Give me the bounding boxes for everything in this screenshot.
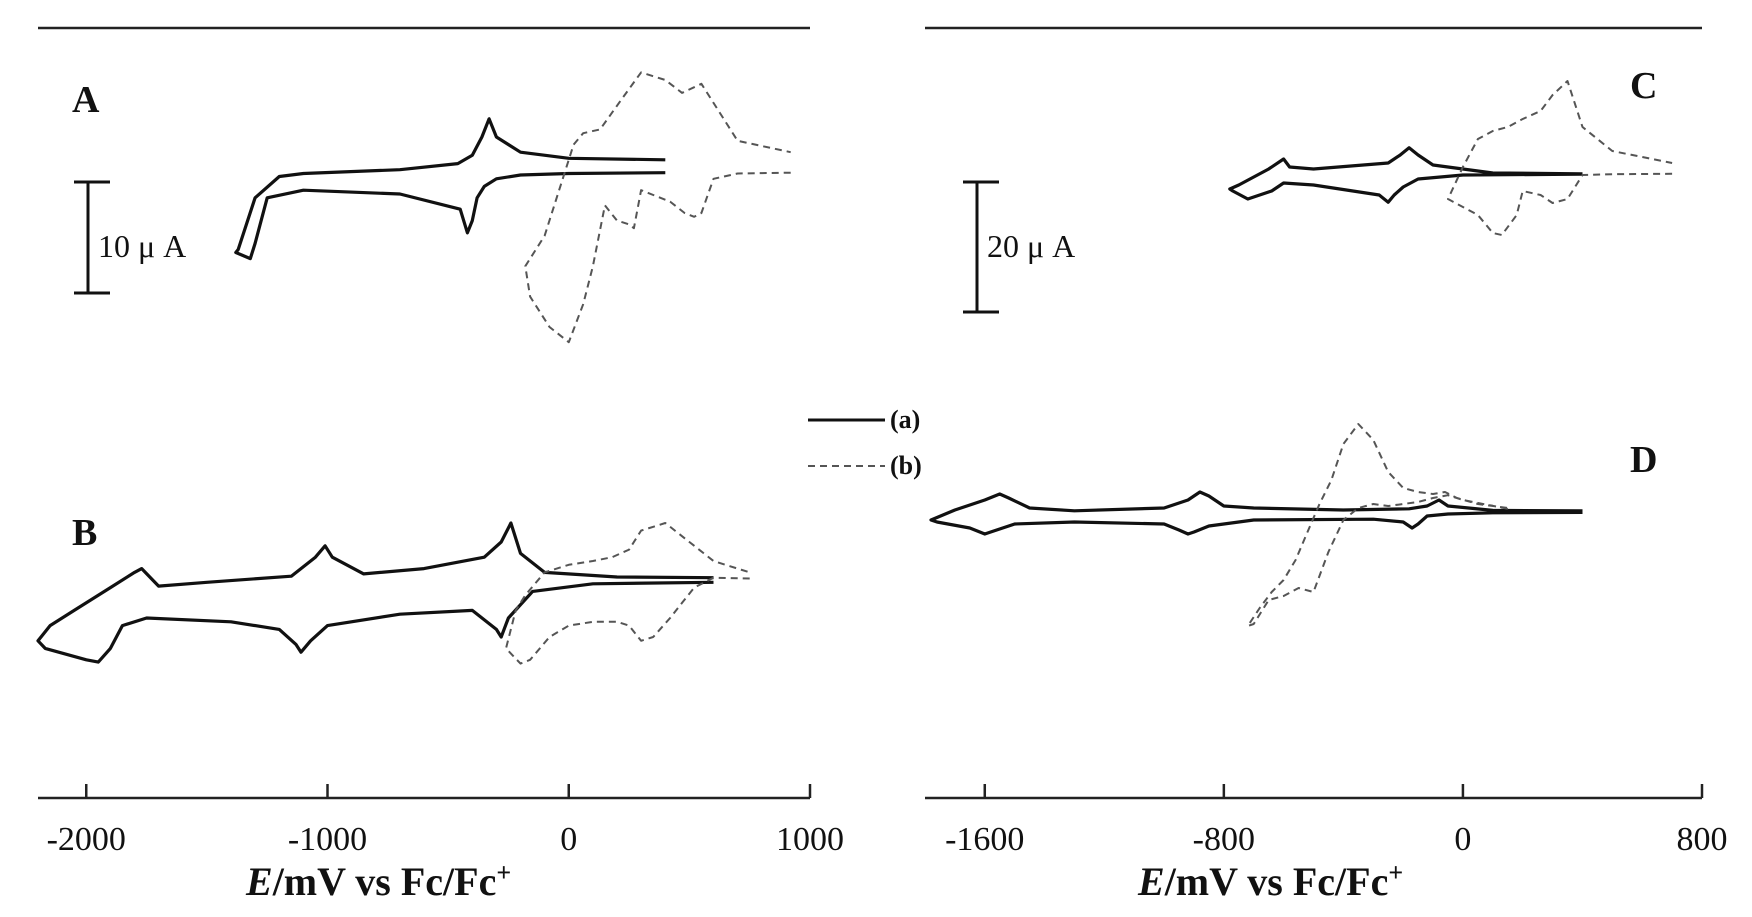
left-x-tick-label: -2000: [47, 821, 126, 858]
left-chart: -2000 -1000 0 1000 A B 10 μ A E/mV vs Fc/Fc…: [38, 26, 844, 905]
left-x-axis-title: E/mV vs Fc/Fc+: [245, 858, 511, 905]
scale-bar-label: 10 μ A: [98, 228, 186, 264]
panel-label-d: D: [1630, 439, 1657, 481]
curves-layer: [36, 71, 1673, 665]
panel-label-b: B: [72, 512, 97, 554]
right-x-axis-title: E/mV vs Fc/Fc+: [1137, 858, 1403, 905]
cv-curve-a-b: [524, 71, 791, 344]
cv-curve-d-a: [929, 490, 1583, 536]
right-x-tick-label: -800: [1193, 821, 1255, 858]
cv-curve-d-b: [1246, 423, 1508, 627]
left-x-tick-label: 0: [560, 821, 577, 858]
right-chart: -1600 -800 0 800 C D 20 μ A E/mV vs Fc/Fc+: [925, 26, 1728, 905]
cv-curve-c-a: [1228, 146, 1583, 204]
right-x-tick-label: 800: [1677, 821, 1728, 858]
left-scale-bar: 10 μ A: [74, 180, 186, 295]
left-x-tick-label: 1000: [776, 821, 844, 858]
cv-curve-b-a: [36, 521, 714, 664]
legend: (a) (b): [808, 405, 922, 480]
legend-label-a: (a): [890, 405, 920, 434]
panel-label-a: A: [72, 79, 100, 121]
right-x-tick-label: -1600: [945, 821, 1024, 858]
legend-label-b: (b): [890, 451, 922, 480]
cv-curve-b-b: [505, 522, 751, 665]
cv-curve-a-a: [234, 117, 666, 261]
right-scale-bar: 20 μ A: [963, 180, 1075, 314]
left-x-tick-label: -1000: [288, 821, 367, 858]
panel-label-c: C: [1630, 65, 1657, 107]
scale-bar-label: 20 μ A: [987, 228, 1075, 264]
right-x-tick-label: 0: [1454, 821, 1471, 858]
